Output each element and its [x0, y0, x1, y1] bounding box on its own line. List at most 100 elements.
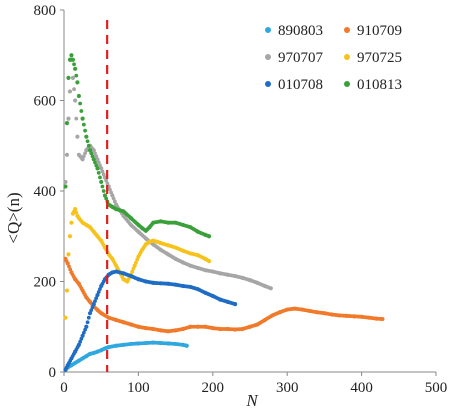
data-point-interp [134, 260, 138, 265]
data-point [95, 157, 100, 162]
data-point-interp [79, 109, 84, 113]
data-point-interp [98, 175, 102, 180]
data-point [70, 57, 76, 62]
data-point [87, 311, 93, 316]
data-point [91, 157, 96, 162]
data-point-interp [96, 160, 101, 165]
data-point [75, 80, 80, 85]
data-point [73, 207, 78, 212]
legend-label: 890803 [278, 23, 323, 39]
data-point-interp [104, 196, 109, 201]
x-tick-label: 300 [276, 380, 299, 396]
y-tick-label: 200 [34, 275, 57, 291]
data-point [102, 193, 108, 198]
data-point-interp [104, 178, 109, 183]
data-point-interp [130, 269, 135, 274]
data-point [75, 134, 80, 139]
data-point [84, 324, 89, 329]
legend-item-910709: 910709 [344, 23, 402, 39]
data-point [64, 288, 70, 293]
x-tick-label: 500 [425, 380, 448, 396]
data-point [84, 134, 89, 139]
data-point [64, 152, 70, 157]
legend-label: 970725 [357, 50, 402, 66]
data-point [63, 184, 68, 189]
data-point [67, 234, 73, 239]
data-point-interp [111, 196, 116, 201]
data-point-interp [100, 169, 105, 174]
data-point [63, 315, 68, 320]
data-point [95, 292, 100, 298]
data-point-interp [67, 264, 71, 269]
data-point [80, 116, 85, 121]
data-point-interp [74, 116, 79, 121]
x-tick-label: 100 [127, 380, 150, 396]
legend-item-010813: 010813 [344, 77, 402, 93]
series-layer [63, 53, 385, 372]
series-890803 [63, 340, 189, 372]
series-970725 [63, 207, 212, 320]
data-point-interp [72, 87, 76, 92]
legend-marker [344, 81, 350, 87]
legend-item-010708: 010708 [265, 77, 323, 93]
y-axis-title: <Q>(n) [4, 192, 23, 243]
data-point [76, 93, 81, 99]
data-point-interp [89, 151, 94, 156]
x-tick-label: 0 [60, 380, 68, 396]
data-point [73, 66, 78, 71]
data-point [110, 193, 115, 198]
x-tick-label: 400 [350, 380, 373, 396]
legend-label: 910709 [357, 23, 402, 39]
axes: 0 100 200 300 400 500 0 200 400 600 800 [34, 3, 448, 396]
series-910709 [63, 256, 385, 334]
data-point-interp [81, 154, 86, 159]
data-point [206, 259, 212, 264]
data-point [63, 179, 68, 185]
data-point-interp [93, 299, 97, 304]
data-point [80, 333, 85, 338]
legend-item-890803: 890803 [265, 23, 323, 39]
data-point [184, 343, 189, 348]
data-point-interp [100, 184, 105, 189]
data-point [95, 166, 100, 171]
data-point-interp [83, 128, 87, 133]
data-point [64, 121, 70, 126]
data-point-interp [85, 320, 90, 325]
data-point [70, 75, 76, 80]
series-010708 [63, 269, 238, 372]
x-tick-label: 200 [202, 380, 225, 396]
x-axis-title: N [245, 391, 259, 410]
data-point-interp [74, 210, 79, 215]
data-point-interp [85, 139, 90, 144]
legend-label: 970707 [278, 50, 324, 66]
data-point [91, 302, 96, 307]
data-point-interp [107, 187, 112, 192]
y-tick-label: 800 [34, 3, 57, 19]
data-point [67, 57, 73, 62]
legend-marker [344, 27, 350, 33]
data-point-interp [93, 160, 97, 165]
data-point-interp [86, 143, 91, 148]
series-010813 [63, 53, 212, 239]
data-point-interp [72, 62, 76, 67]
legend-marker [265, 81, 271, 87]
data-point [66, 75, 71, 80]
data-point [69, 53, 74, 58]
legend-marker [344, 54, 350, 60]
y-tick-label: 400 [34, 184, 57, 200]
data-point-interp [81, 330, 86, 335]
data-point [76, 342, 81, 347]
legend-item-970707: 970707 [265, 50, 324, 66]
data-point [80, 157, 85, 162]
data-point [99, 179, 104, 185]
data-point [69, 220, 74, 225]
data-point-interp [96, 290, 101, 294]
data-point-interp [81, 122, 86, 127]
data-point [233, 302, 238, 307]
data-point-interp [96, 171, 101, 175]
data-point [66, 116, 71, 121]
data-point-interp [101, 189, 106, 193]
data-point [132, 263, 137, 268]
data-point-interp [93, 151, 97, 156]
